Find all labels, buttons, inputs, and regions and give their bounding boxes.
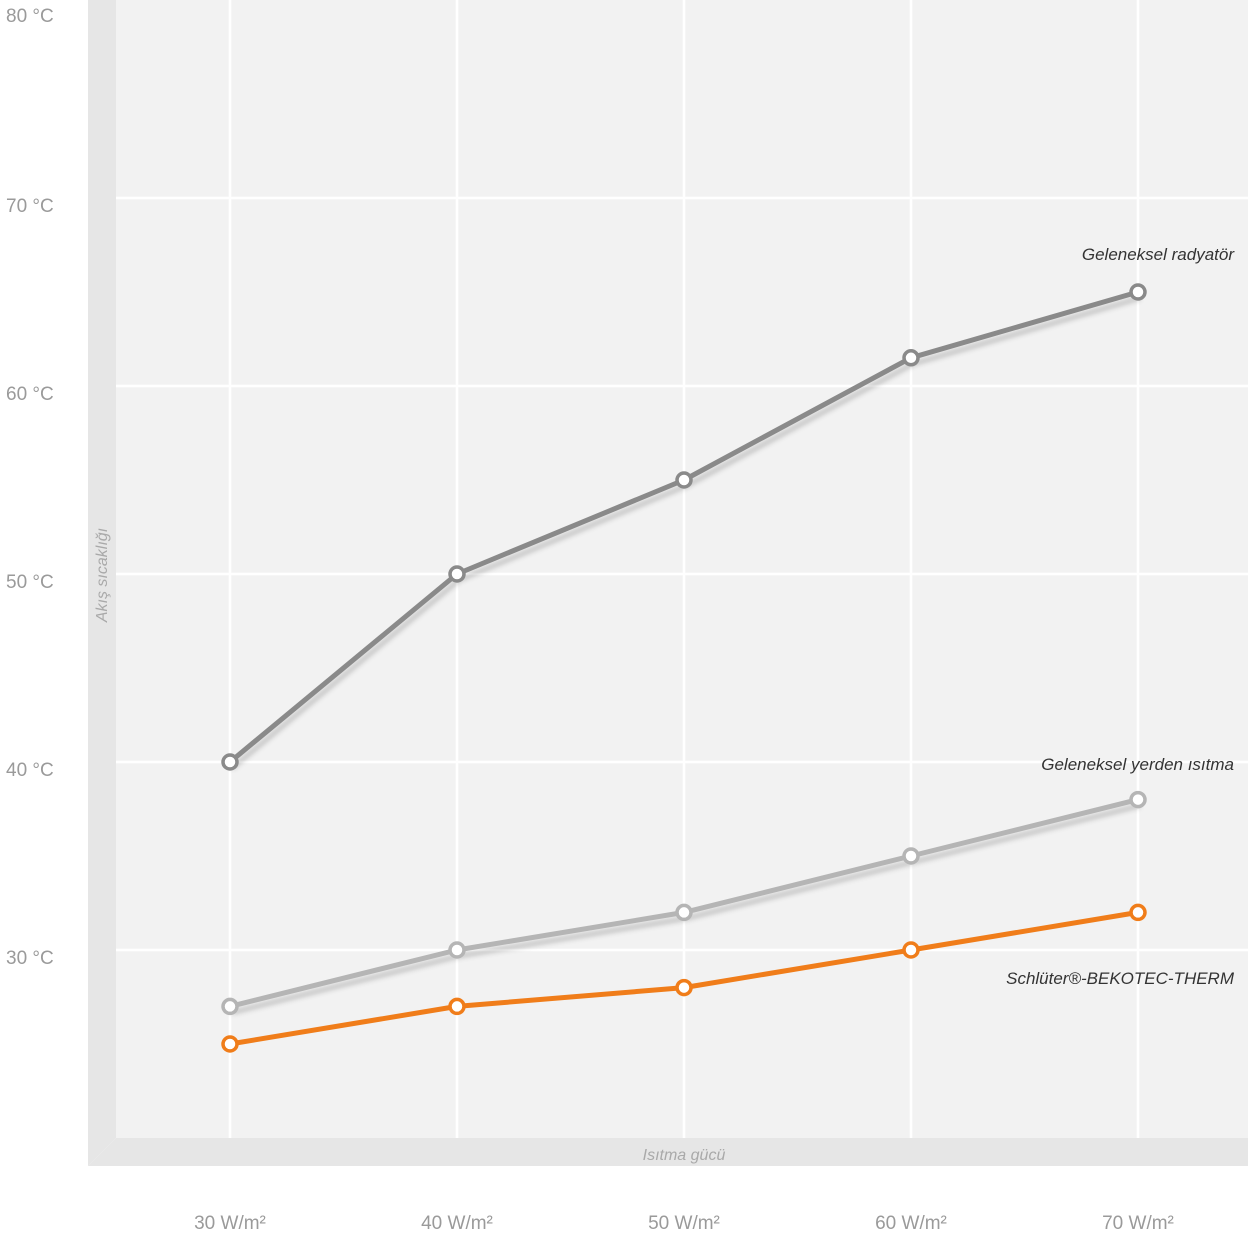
plot-area [116,0,1248,1138]
series-labels: Geleneksel radyatör Geleneksel yerden ısı… [1006,245,1235,988]
data-point [221,1035,239,1053]
x-axis-title: Isıtma gücü [643,1147,726,1164]
data-point [448,565,466,583]
y-tick-label: 80 °C [6,6,54,27]
series-label: Geleneksel radyatör [1082,245,1235,264]
data-point [675,471,693,489]
data-point [902,941,920,959]
chart-side-wall [88,0,116,1166]
data-point [221,997,239,1016]
y-axis-title: Akış sıcaklığı [94,528,111,623]
x-tick-label: 30 W/m² [194,1213,266,1234]
series-label: Schlüter®-BEKOTEC-THERM [1006,969,1235,988]
y-tick-label: 30 °C [6,948,54,969]
data-point [675,978,693,997]
data-point [1129,283,1147,301]
data-point [448,941,466,959]
chart-floor [88,1138,1248,1166]
x-tick-label: 50 W/m² [648,1213,720,1234]
series-group [221,283,1147,1053]
data-point [1129,790,1147,809]
series-label: Geleneksel yerden ısıtma [1041,755,1234,774]
x-axis-ticks: 30 W/m² 40 W/m² 50 W/m² 60 W/m² 70 W/m² [194,1213,1174,1234]
data-point [221,753,239,771]
x-tick-label: 60 W/m² [875,1213,947,1234]
data-point [902,847,920,865]
y-tick-label: 40 °C [6,760,54,781]
data-point [675,903,693,922]
data-point [1129,903,1147,922]
y-axis-ticks: 30 °C 40 °C 50 °C 60 °C 70 °C 80 °C [6,6,54,969]
y-tick-label: 60 °C [6,384,54,405]
y-tick-label: 50 °C [6,572,54,593]
data-point [448,997,466,1016]
y-tick-label: 70 °C [6,196,54,217]
data-point [902,349,920,367]
x-tick-label: 40 W/m² [421,1213,493,1234]
x-tick-label: 70 W/m² [1102,1213,1174,1234]
